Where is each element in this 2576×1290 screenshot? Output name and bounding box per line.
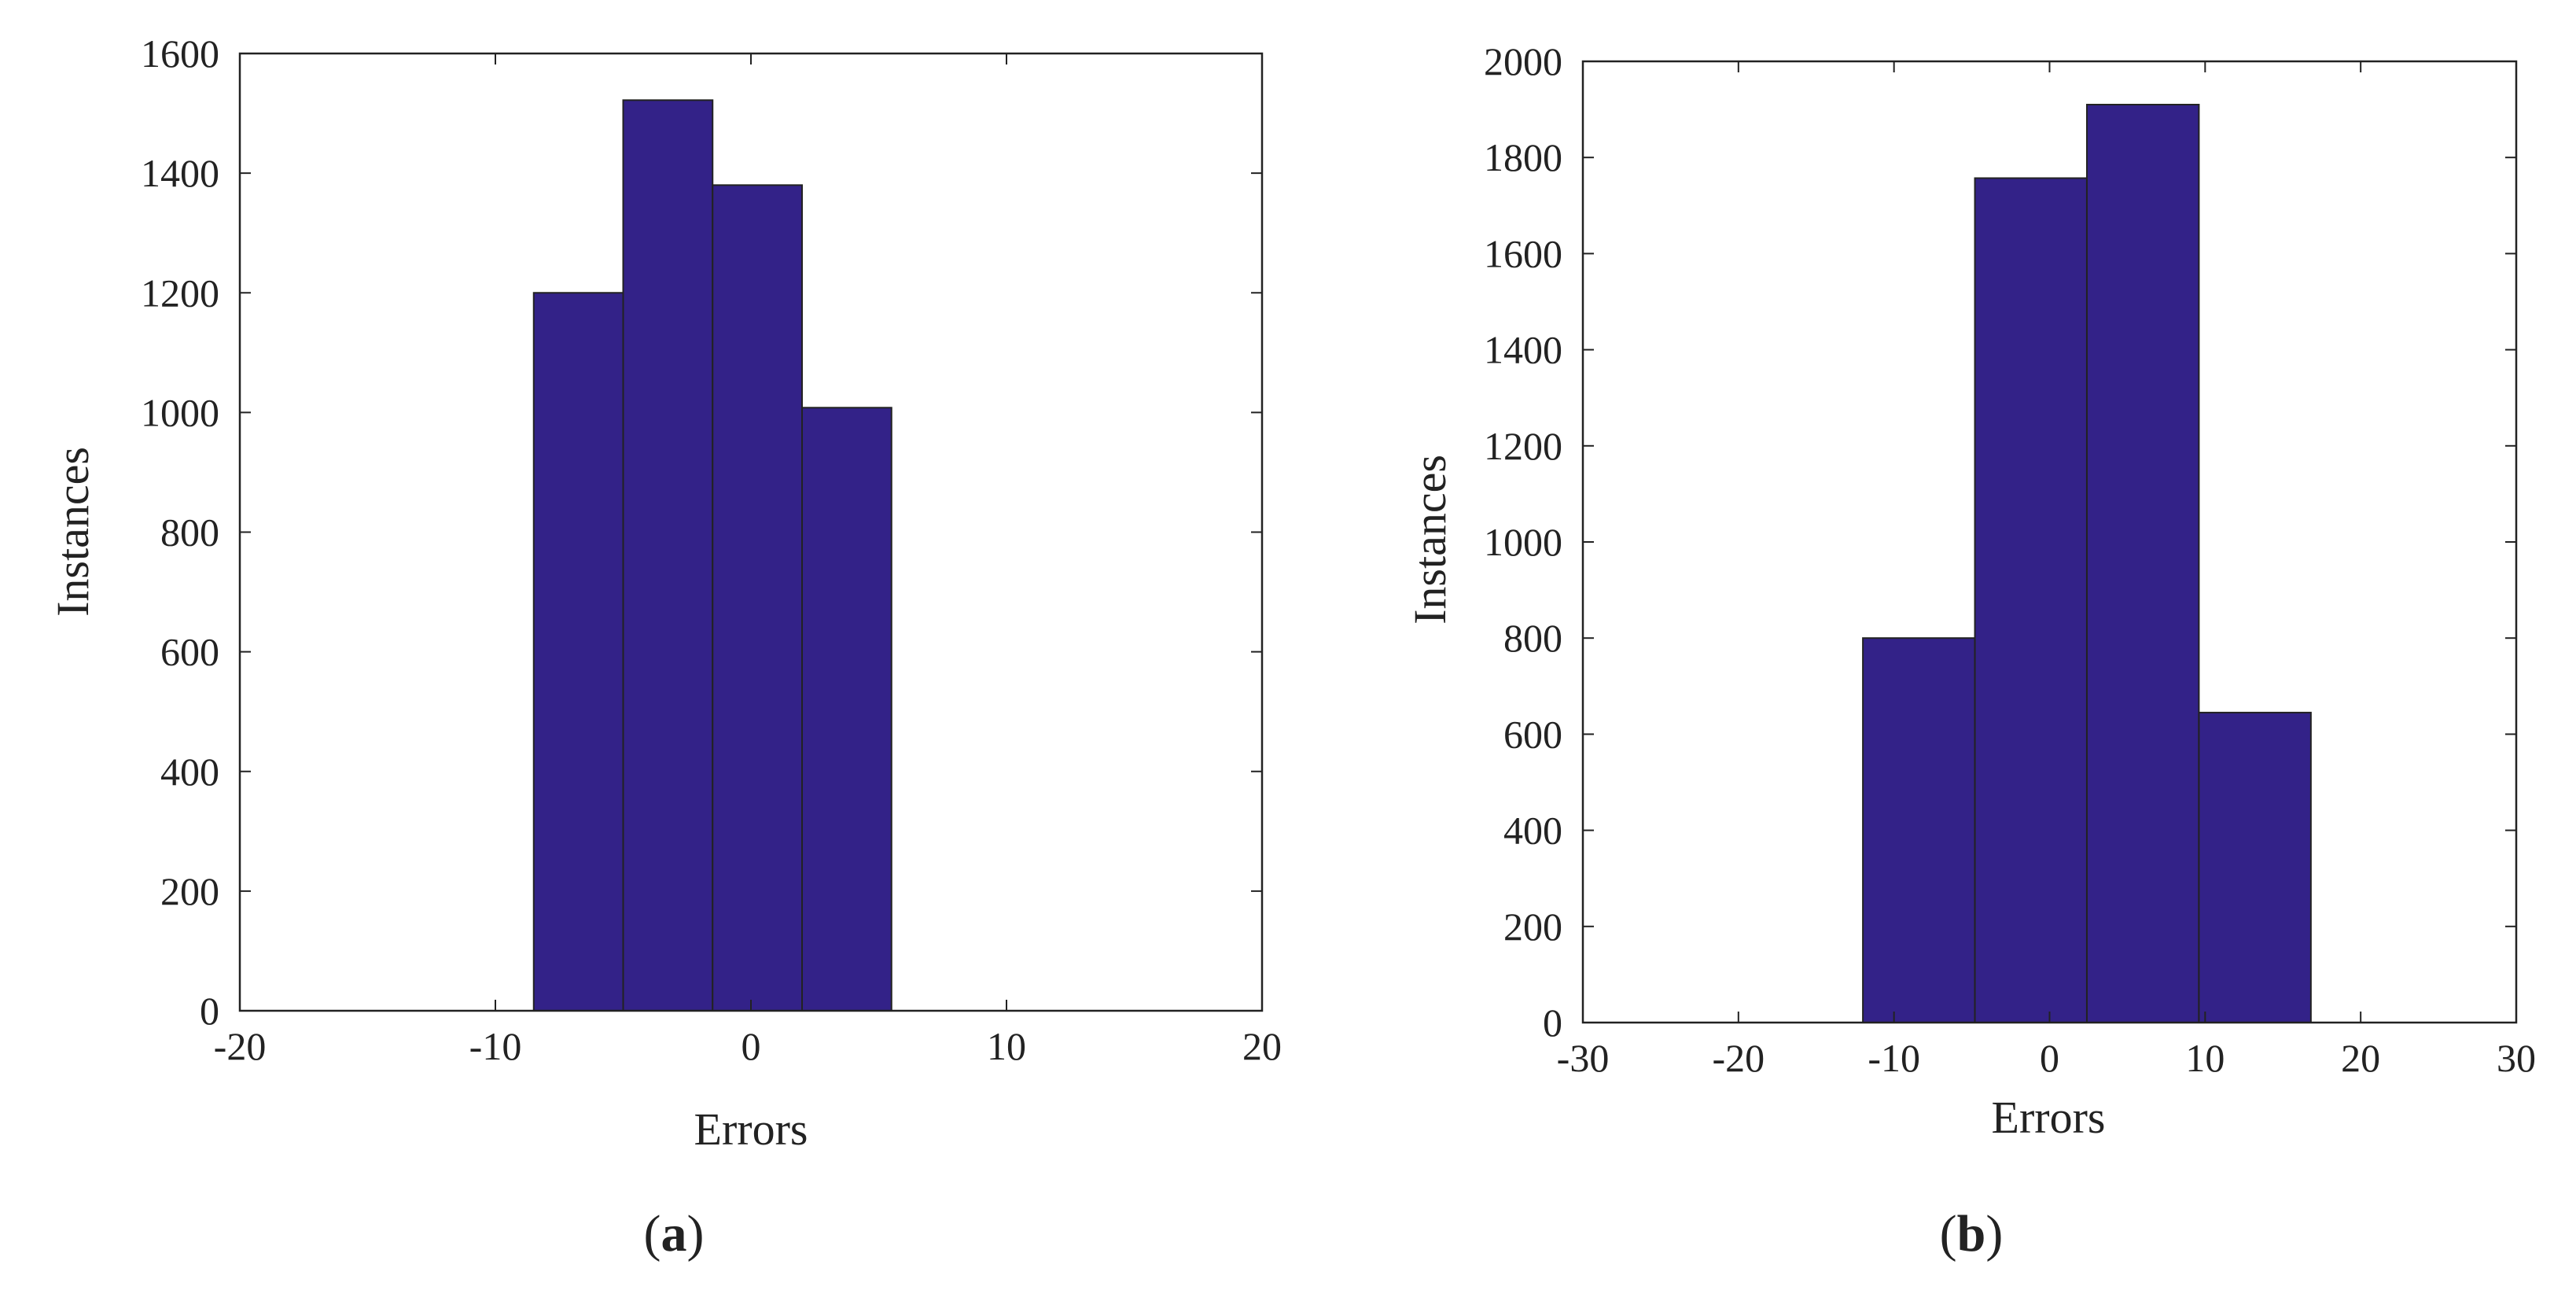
x-tick-label-a: 0 [742,1024,761,1068]
histogram-bar-a-3 [712,184,803,1012]
y-tick-label-b: 1800 [1484,135,1562,179]
panel-caption-a: (a) [644,1205,705,1262]
histogram-bar-b-4 [2198,711,2312,1024]
y-tick-label-b: 200 [1503,905,1562,949]
caption-close-b: ) [1985,1205,2003,1262]
y-tick-label-b: 1600 [1484,231,1562,275]
ticks-b: -30 -20 -10 0 10 20 30 0 200 400 600 800 1000 1200 140… [1484,39,2536,1080]
x-tick-label-b: 30 [2497,1036,2536,1080]
histogram-panel-b: -30 -20 -10 0 10 20 30 0 200 400 600 800 1000 1200 140… [1404,39,2536,1262]
y-tick-label-a: 400 [160,750,219,794]
y-tick-label-a: 1600 [141,31,219,76]
x-tick-label-b: 20 [2341,1036,2380,1080]
x-tick-label-a: 20 [1242,1024,1282,1068]
y-axis-label-b: Instances [1404,455,1455,625]
x-tick-label-b: 0 [2040,1036,2059,1080]
panel-caption-b: (b) [1940,1205,2004,1262]
histogram-bar-a-4 [801,407,892,1012]
x-axis-label-b: Errors [1992,1092,2106,1143]
caption-letter-b: b [1957,1205,1986,1262]
y-tick-label-a: 200 [160,869,219,913]
histogram-bar-b-3 [2085,103,2200,1024]
y-tick-label-a: 1400 [141,151,219,195]
x-axis-label-a: Errors [694,1104,808,1155]
x-tick-label-a: -20 [214,1024,267,1068]
y-tick-label-a: 800 [160,510,219,555]
x-tick-label-b: 10 [2185,1036,2225,1080]
y-tick-label-b: 2000 [1484,39,1562,83]
y-tick-label-a: 1200 [141,271,219,315]
histogram-bar-a-1 [532,292,624,1012]
y-tick-label-a: 0 [200,989,219,1033]
bars-a [532,99,892,1012]
y-tick-label-b: 1000 [1484,520,1562,564]
y-tick-label-a: 600 [160,630,219,674]
caption-letter-a: a [661,1205,687,1262]
histogram-bar-b-2 [1974,177,2088,1023]
histogram-panel-a: -20 -10 0 10 2002004006008001000120014001600… [47,31,1282,1262]
histogram-bar-a-2 [622,99,714,1012]
caption-open-b: ( [1940,1205,1957,1262]
x-tick-label-b: -30 [1557,1036,1610,1080]
x-tick-label-a: -10 [469,1024,522,1068]
y-tick-label-a: 1000 [141,390,219,434]
y-tick-label-b: 0 [1543,1001,1562,1045]
caption-open-a: ( [644,1205,661,1262]
histogram-bar-b-1 [1862,637,1976,1023]
y-tick-label-b: 400 [1503,809,1562,853]
y-tick-label-b: 600 [1503,712,1562,756]
caption-close-a: ) [687,1205,705,1262]
y-tick-label-b: 800 [1503,616,1562,660]
x-tick-label-b: -20 [1713,1036,1765,1080]
y-tick-label-b: 1400 [1484,328,1562,372]
y-axis-label-a: Instances [47,447,98,617]
bars-b [1862,103,2312,1024]
y-tick-label-b: 1200 [1484,424,1562,468]
x-tick-label-b: -10 [1868,1036,1920,1080]
x-tick-label-a: 10 [987,1024,1026,1068]
